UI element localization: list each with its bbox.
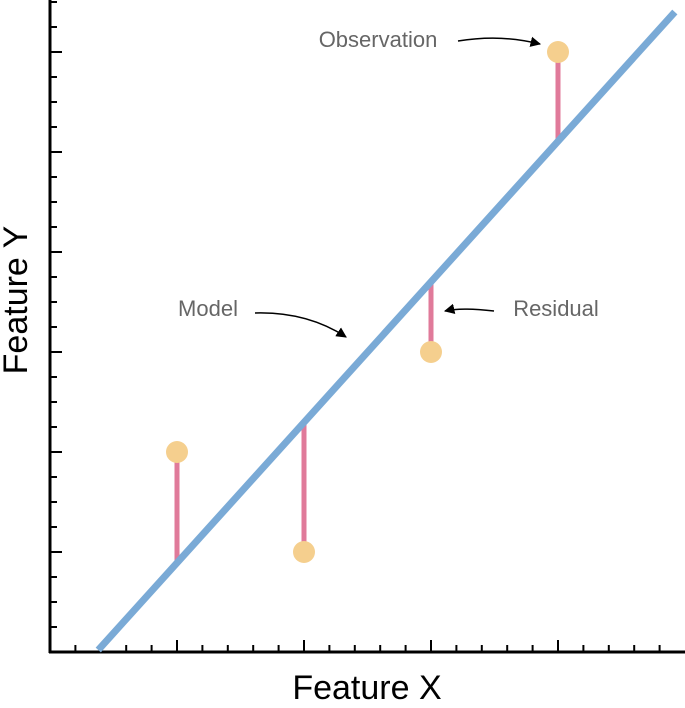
arrow bbox=[254, 312, 347, 338]
annotation: Model bbox=[178, 296, 238, 321]
point bbox=[547, 41, 569, 63]
regression-line bbox=[95, 9, 678, 653]
arrow bbox=[443, 303, 495, 314]
annotation: Residual bbox=[513, 296, 599, 321]
point bbox=[420, 341, 442, 363]
x-axis-label: Feature X bbox=[292, 669, 441, 707]
arrow bbox=[457, 36, 542, 47]
point bbox=[293, 541, 315, 563]
y-axis-label: Feature Y bbox=[0, 226, 35, 375]
annotation: Observation bbox=[319, 27, 438, 52]
point bbox=[166, 441, 188, 463]
